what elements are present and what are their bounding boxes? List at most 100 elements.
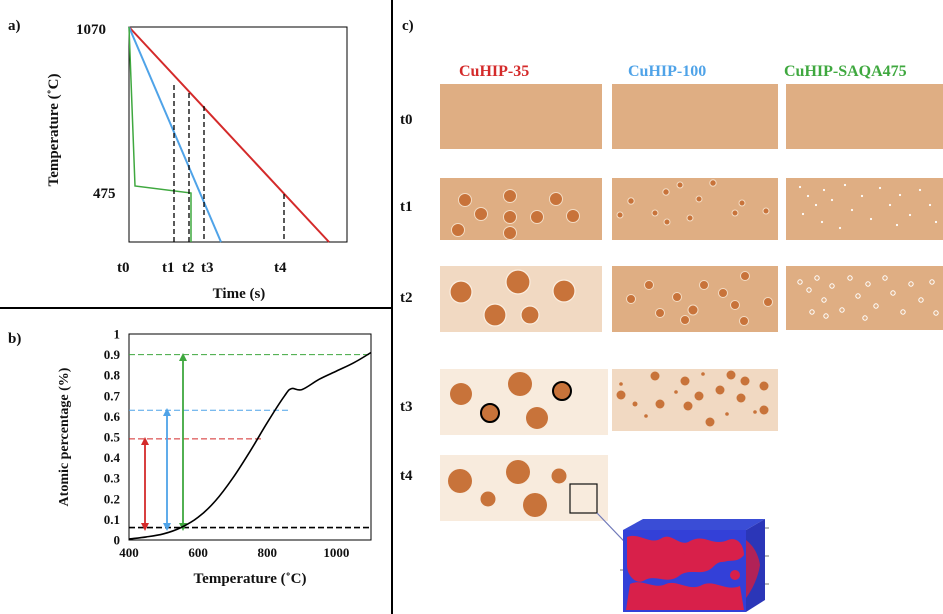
panel-b-ytick: 0.2 — [104, 491, 120, 506]
panel-b-ytick: 0.1 — [104, 512, 120, 527]
precipitate — [759, 381, 769, 391]
panel-b-xtick: 400 — [119, 545, 139, 560]
panel-b-frame — [128, 333, 372, 541]
panel-a-ytick-1070: 1070 — [76, 22, 106, 38]
precipitate — [801, 212, 805, 216]
panel-b-ytick: 0.3 — [104, 471, 121, 486]
precipitate — [566, 209, 580, 223]
precipitate — [820, 220, 824, 224]
precipitate — [480, 403, 500, 423]
precipitate — [900, 309, 906, 315]
precipitate — [451, 223, 465, 237]
precipitate — [552, 381, 572, 401]
precipitate — [450, 383, 472, 405]
precipitate — [530, 210, 544, 224]
panel-c: c) CuHIP-35 CuHIP-100 CuHIP-SAQA475 t0 t… — [400, 18, 943, 612]
panel-b-ytick: 0.5 — [104, 430, 121, 445]
cell-t2-cuhip-saqa475 — [786, 266, 943, 330]
panel-b-label: b) — [8, 331, 21, 347]
precipitate — [686, 214, 694, 222]
precipitate — [449, 280, 473, 304]
precipitate — [798, 185, 802, 189]
time-label-t3: t3 — [201, 260, 214, 276]
cooling-curve-blue — [128, 26, 222, 243]
precipitate — [898, 193, 902, 197]
precipitate — [632, 401, 638, 407]
precipitate — [725, 412, 729, 416]
precipitate — [829, 283, 835, 289]
precipitate — [823, 313, 829, 319]
cell-t0-cuhip-100 — [612, 84, 778, 149]
precipitate — [644, 414, 648, 418]
precipitate — [551, 468, 567, 484]
precipitate — [508, 372, 532, 396]
precipitate — [549, 192, 563, 206]
panel-b-xtick: 600 — [188, 545, 208, 560]
precipitate — [552, 279, 576, 303]
precipitate — [873, 303, 879, 309]
precipitate — [483, 303, 507, 327]
panel-c-label: c) — [402, 18, 414, 34]
precipitate — [650, 371, 660, 381]
precipitate — [740, 271, 750, 281]
panel-b-ytick: 0.4 — [104, 450, 121, 465]
precipitate — [705, 417, 715, 427]
precipitate — [663, 218, 671, 226]
precipitate — [694, 391, 704, 401]
precipitate — [651, 209, 659, 217]
precipitate — [616, 211, 624, 219]
precipitate — [480, 491, 496, 507]
row-label-t0: t0 — [400, 112, 413, 128]
precipitate — [918, 188, 922, 192]
precipitate — [627, 197, 635, 205]
precipitate — [738, 199, 746, 207]
panel-a: a) 1070 475 Temperature (˚C) t0 t1 t2 t3… — [8, 18, 348, 302]
precipitate — [523, 493, 547, 517]
precipitate — [878, 186, 882, 190]
precipitate — [740, 376, 750, 386]
cell-t1-cuhip-saqa475 — [786, 178, 943, 240]
precipitate — [908, 281, 914, 287]
cooling-curve-red — [128, 26, 330, 243]
zoom-box — [569, 483, 598, 514]
precipitate — [933, 310, 939, 316]
cell-t0-cuhip-35 — [440, 84, 602, 149]
precipitate — [762, 207, 770, 215]
precipitate — [797, 279, 803, 285]
precipitate — [687, 304, 699, 316]
precipitate — [830, 198, 834, 202]
panel-a-ytick-475: 475 — [93, 186, 116, 202]
cell-t3-cuhip-35 — [440, 369, 608, 435]
time-label-t0: t0 — [117, 260, 130, 276]
panel-b: b) 0 0.1 0.2 0.3 0.4 0.5 0.6 0.7 0.8 0.9 1 400 600 8… — [8, 327, 372, 587]
panel-b-ylabel: Atomic percentage (%) — [57, 367, 72, 506]
precipitate — [730, 300, 740, 310]
precipitate — [763, 297, 773, 307]
precipitate — [862, 315, 868, 321]
atom-probe-reconstruction — [620, 519, 769, 612]
time-label-t1: t1 — [162, 260, 175, 276]
precipitate — [739, 316, 749, 326]
precipitate — [448, 469, 472, 493]
precipitate — [526, 407, 548, 429]
row-label-t3: t3 — [400, 399, 413, 415]
precipitate — [701, 372, 705, 376]
panel-b-xtick: 1000 — [323, 545, 349, 560]
precipitate — [474, 207, 488, 221]
precipitate — [662, 188, 670, 196]
precipitate — [814, 275, 820, 281]
precipitate — [908, 213, 912, 217]
precipitate — [759, 405, 769, 415]
precipitate — [806, 287, 812, 293]
precipitate — [458, 193, 472, 207]
precipitate — [865, 281, 871, 287]
atomic-percentage-curve — [128, 351, 372, 540]
precipitate — [520, 305, 540, 325]
panel-b-ytick: 1 — [114, 327, 121, 342]
precipitate — [505, 269, 531, 295]
precipitate — [806, 194, 810, 198]
panel-b-ytick: 0 — [114, 533, 121, 548]
precipitate — [680, 376, 690, 386]
row-label-t4: t4 — [400, 468, 413, 484]
precipitate — [715, 385, 725, 395]
